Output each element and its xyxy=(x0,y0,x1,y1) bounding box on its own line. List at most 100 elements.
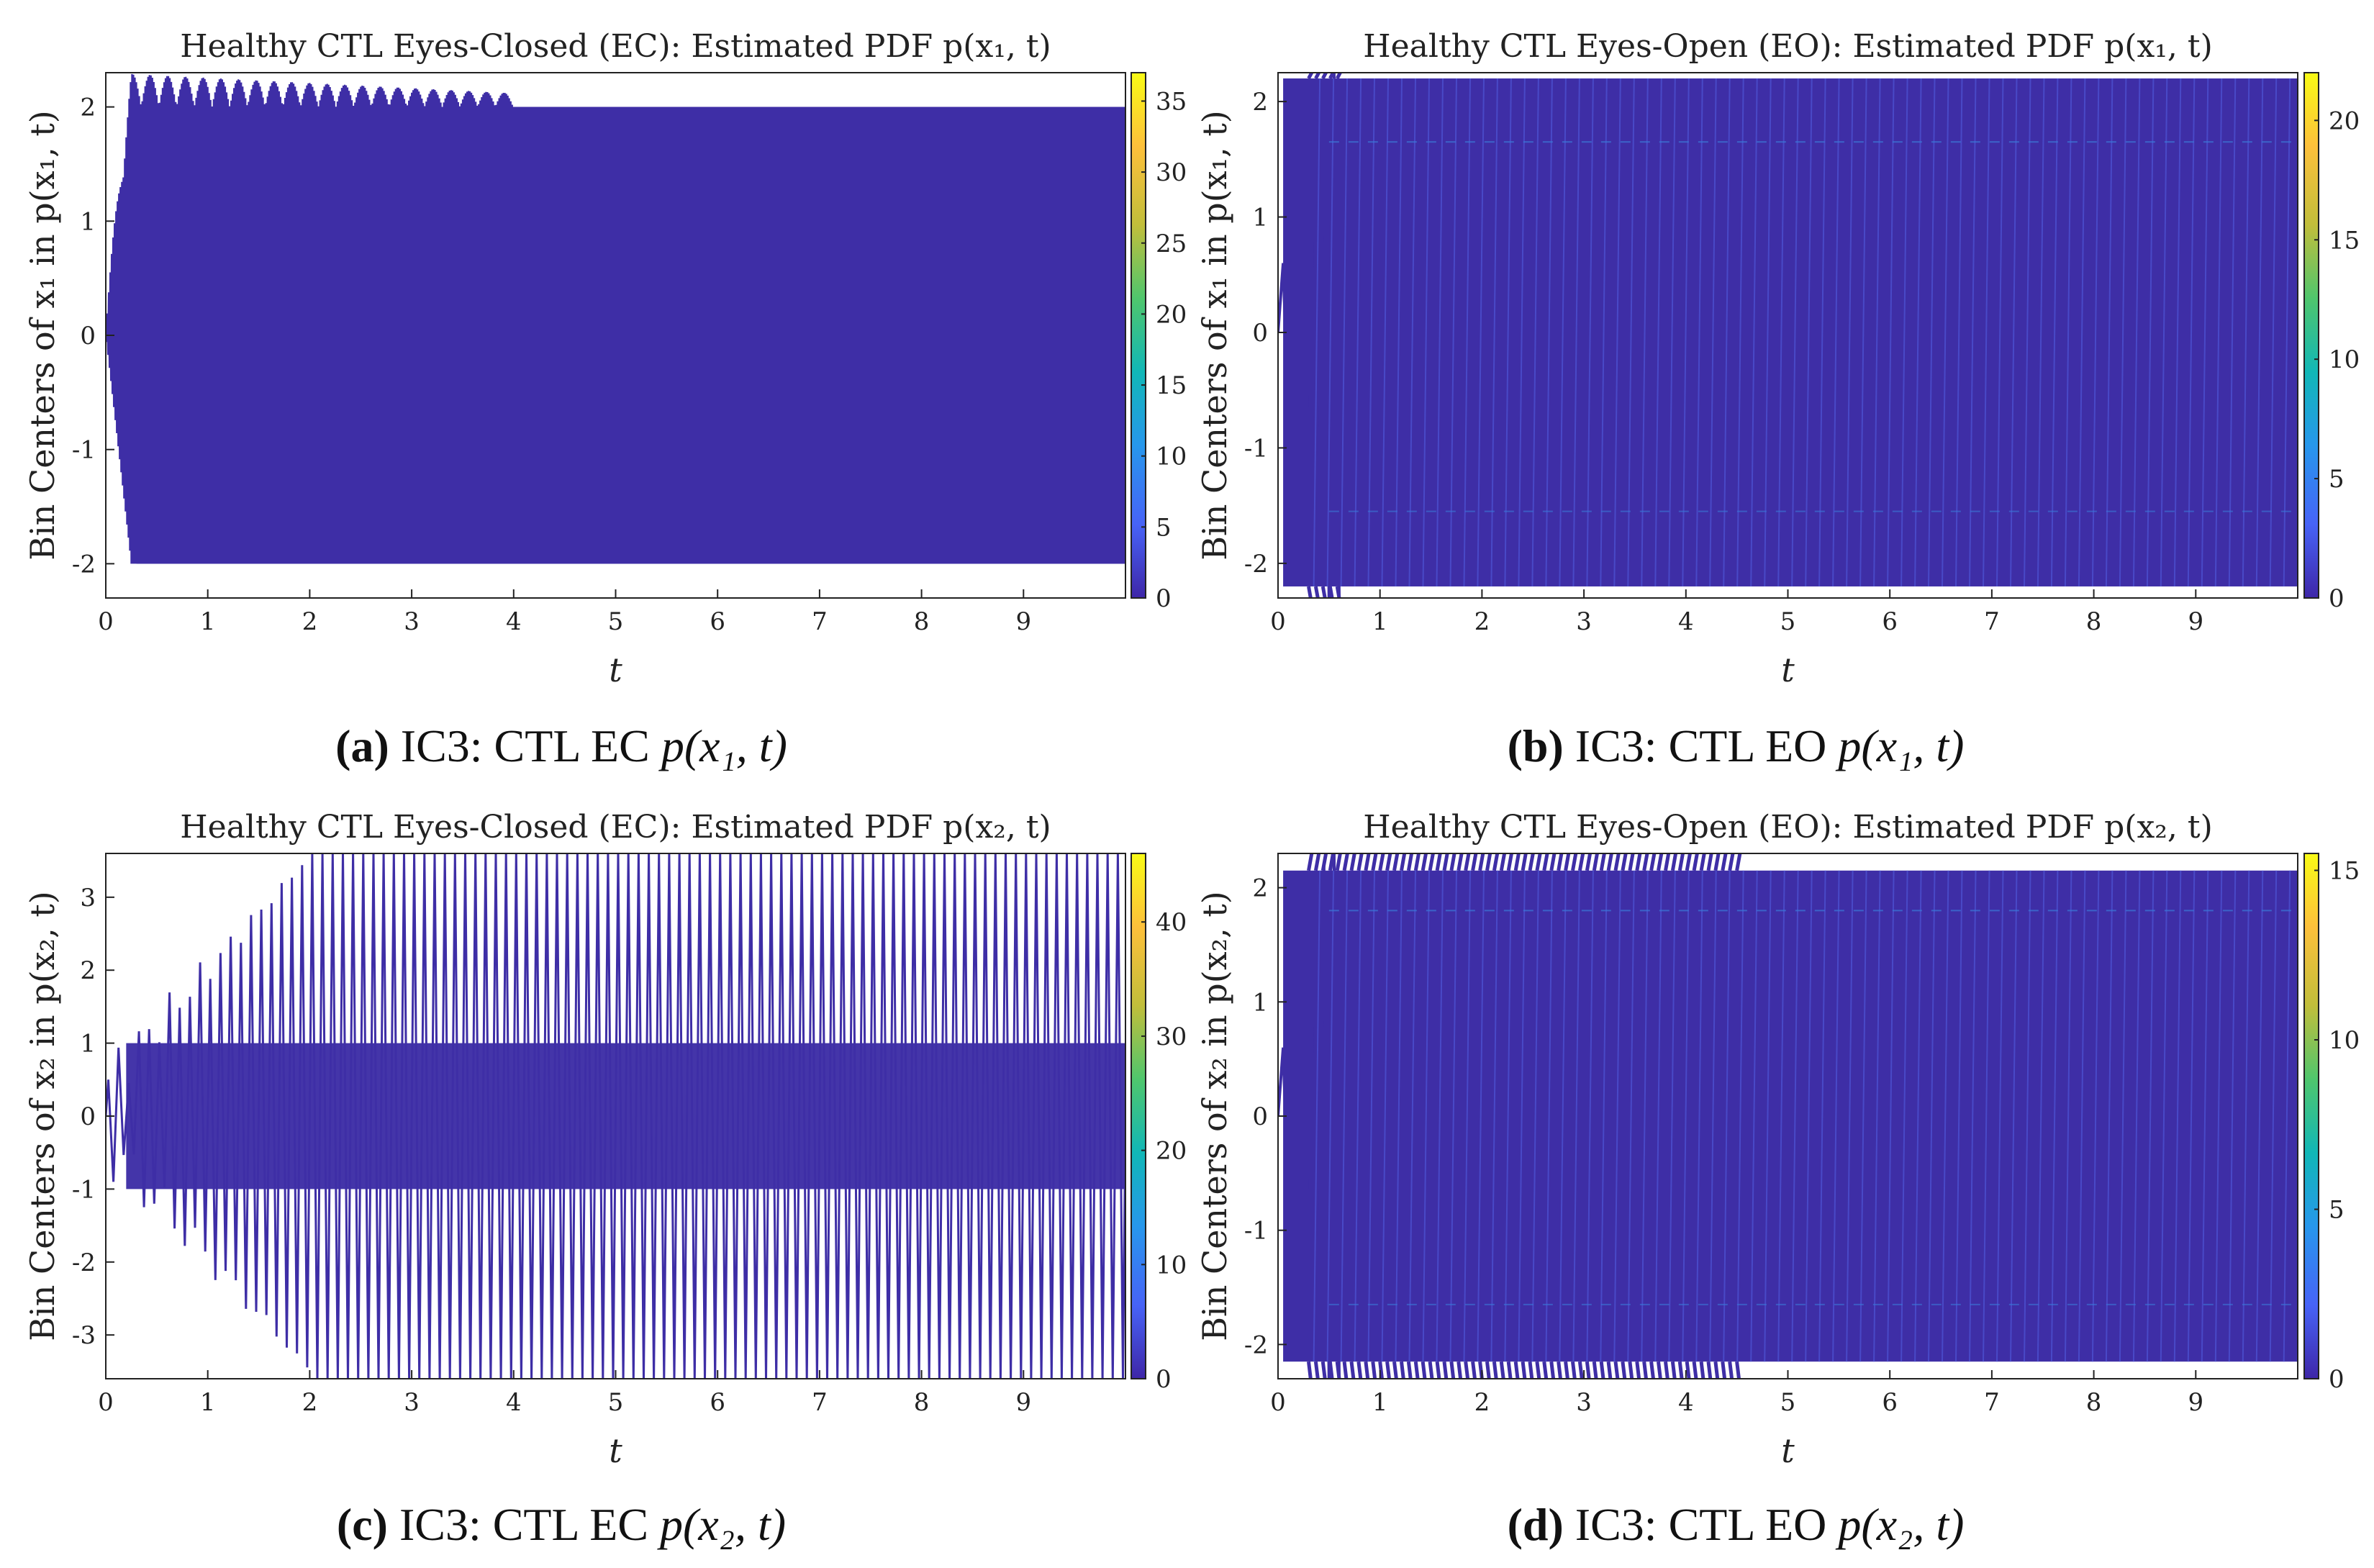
colorbar xyxy=(1131,72,1146,599)
y-tick-label: -1 xyxy=(1244,1217,1268,1246)
x-axis-label: t xyxy=(1781,651,1795,689)
x-tick-label: 2 xyxy=(302,607,318,636)
colorbar-tick-label: 5 xyxy=(2329,1196,2344,1225)
panel-title: Healthy CTL Eyes-Closed (EC): Estimated … xyxy=(180,28,1051,65)
x-tick-label: 1 xyxy=(1372,1388,1388,1417)
x-tick-label: 1 xyxy=(200,607,216,636)
y-tick-label: -1 xyxy=(72,1175,96,1204)
y-tick-label: -1 xyxy=(72,436,96,465)
x-tick-label: 0 xyxy=(98,607,114,636)
y-tick-label: 2 xyxy=(1252,874,1268,903)
x-tick-label: 4 xyxy=(1678,607,1694,636)
x-tick-label: 9 xyxy=(2188,607,2203,636)
y-tick-label: 0 xyxy=(1252,319,1268,348)
colorbar xyxy=(2303,72,2319,599)
colorbar-tick-label: 30 xyxy=(1156,158,1187,187)
x-tick-label: 8 xyxy=(2086,607,2102,636)
y-tick-label: 1 xyxy=(1252,204,1268,232)
colorbar-tick-label: 5 xyxy=(1156,513,1172,542)
x-tick-label: 1 xyxy=(200,1388,216,1417)
colorbar-tick-label: 20 xyxy=(1156,1137,1187,1166)
colorbar-tick-label: 15 xyxy=(2329,226,2360,255)
y-tick-label: 3 xyxy=(80,884,96,912)
x-tick-label: 5 xyxy=(1780,607,1796,636)
x-tick-label: 8 xyxy=(914,607,930,636)
y-axis-label: Bin Centers of x₂ in p(x₂, t) xyxy=(23,891,62,1341)
colorbar-tick-label: 10 xyxy=(1156,1251,1187,1279)
x-tick-label: 0 xyxy=(1270,607,1286,636)
x-tick-label: 9 xyxy=(1015,1388,1031,1417)
y-axis-label: Bin Centers of x₁ in p(x₁, t) xyxy=(1195,110,1234,561)
panel-caption: (a) IC3: CTL EC p(x₁, t) xyxy=(335,720,787,771)
colorbar-tick-label: 0 xyxy=(2329,584,2344,613)
colorbar xyxy=(2303,853,2319,1379)
y-tick-label: 1 xyxy=(80,1030,96,1059)
y-tick-label: 1 xyxy=(80,207,96,236)
y-axis-label: Bin Centers of x₁ in p(x₁, t) xyxy=(23,110,62,561)
colorbar-tick-label: 20 xyxy=(1156,300,1187,329)
signal-trace xyxy=(106,853,1125,1379)
colorbar-tick-label: 15 xyxy=(2329,857,2360,886)
x-tick-label: 0 xyxy=(98,1388,114,1417)
x-tick-label: 5 xyxy=(608,1388,624,1417)
x-tick-label: 5 xyxy=(1780,1388,1796,1417)
colorbar-tick-label: 30 xyxy=(1156,1023,1187,1051)
y-tick-label: -2 xyxy=(1244,550,1268,579)
x-tick-label: 8 xyxy=(2086,1388,2102,1417)
signal-trace xyxy=(1278,73,2298,598)
panel-c: Healthy CTL Eyes-Closed (EC): Estimated … xyxy=(23,809,1187,1550)
y-tick-label: -3 xyxy=(72,1321,96,1350)
x-tick-label: 7 xyxy=(1984,1388,2000,1417)
x-tick-label: 6 xyxy=(1882,1388,1898,1417)
colorbar-tick-label: 40 xyxy=(1156,908,1187,937)
x-tick-label: 3 xyxy=(404,1388,420,1417)
x-axis-label: t xyxy=(609,1431,622,1470)
colorbar-tick-label: 0 xyxy=(1156,584,1172,613)
y-tick-label: -2 xyxy=(72,1248,96,1277)
x-tick-label: 4 xyxy=(506,607,522,636)
x-tick-label: 4 xyxy=(506,1388,522,1417)
x-tick-label: 6 xyxy=(1882,607,1898,636)
x-tick-label: 3 xyxy=(1576,607,1592,636)
colorbar-tick-label: 25 xyxy=(1156,230,1187,258)
colorbar-tick-label: 0 xyxy=(1156,1365,1172,1394)
x-axis-label: t xyxy=(609,651,622,689)
x-tick-label: 9 xyxy=(2188,1388,2203,1417)
x-tick-label: 1 xyxy=(1372,607,1388,636)
y-tick-label: 2 xyxy=(80,94,96,122)
signal-trace xyxy=(106,73,1125,564)
panel-d: Healthy CTL Eyes-Open (EO): Estimated PD… xyxy=(1195,809,2360,1550)
colorbar-tick-label: 10 xyxy=(1156,443,1187,471)
y-tick-label: 0 xyxy=(1252,1102,1268,1131)
y-tick-label: 2 xyxy=(1252,88,1268,117)
panel-a: Healthy CTL Eyes-Closed (EC): Estimated … xyxy=(23,28,1187,771)
colorbar xyxy=(1131,853,1146,1379)
colorbar-tick-label: 15 xyxy=(1156,371,1187,400)
x-axis-label: t xyxy=(1781,1431,1795,1470)
panel-b: Healthy CTL Eyes-Open (EO): Estimated PD… xyxy=(1195,28,2360,771)
x-tick-label: 9 xyxy=(1015,607,1031,636)
panel-title: Healthy CTL Eyes-Open (EO): Estimated PD… xyxy=(1363,28,2212,65)
x-tick-label: 4 xyxy=(1678,1388,1694,1417)
x-tick-label: 6 xyxy=(710,607,725,636)
panel-title: Healthy CTL Eyes-Closed (EC): Estimated … xyxy=(180,809,1051,846)
signal-trace xyxy=(1278,853,2298,1379)
x-tick-label: 6 xyxy=(710,1388,725,1417)
y-axis-label: Bin Centers of x₂ in p(x₂, t) xyxy=(1195,891,1234,1341)
x-tick-label: 3 xyxy=(1576,1388,1592,1417)
x-tick-label: 3 xyxy=(404,607,420,636)
x-tick-label: 7 xyxy=(812,1388,828,1417)
x-tick-label: 2 xyxy=(1474,1388,1490,1417)
y-tick-label: -1 xyxy=(1244,434,1268,463)
y-tick-label: 0 xyxy=(80,322,96,350)
colorbar-tick-label: 35 xyxy=(1156,87,1187,116)
x-tick-label: 8 xyxy=(914,1388,930,1417)
panel-caption: (d) IC3: CTL EO p(x₂, t) xyxy=(1508,1499,1965,1550)
colorbar-tick-label: 20 xyxy=(2329,107,2360,135)
y-tick-label: -2 xyxy=(72,550,96,579)
y-tick-label: 0 xyxy=(80,1102,96,1131)
x-tick-label: 0 xyxy=(1270,1388,1286,1417)
panel-title: Healthy CTL Eyes-Open (EO): Estimated PD… xyxy=(1363,809,2212,846)
colorbar-tick-label: 10 xyxy=(2329,1026,2360,1055)
x-tick-label: 7 xyxy=(812,607,828,636)
